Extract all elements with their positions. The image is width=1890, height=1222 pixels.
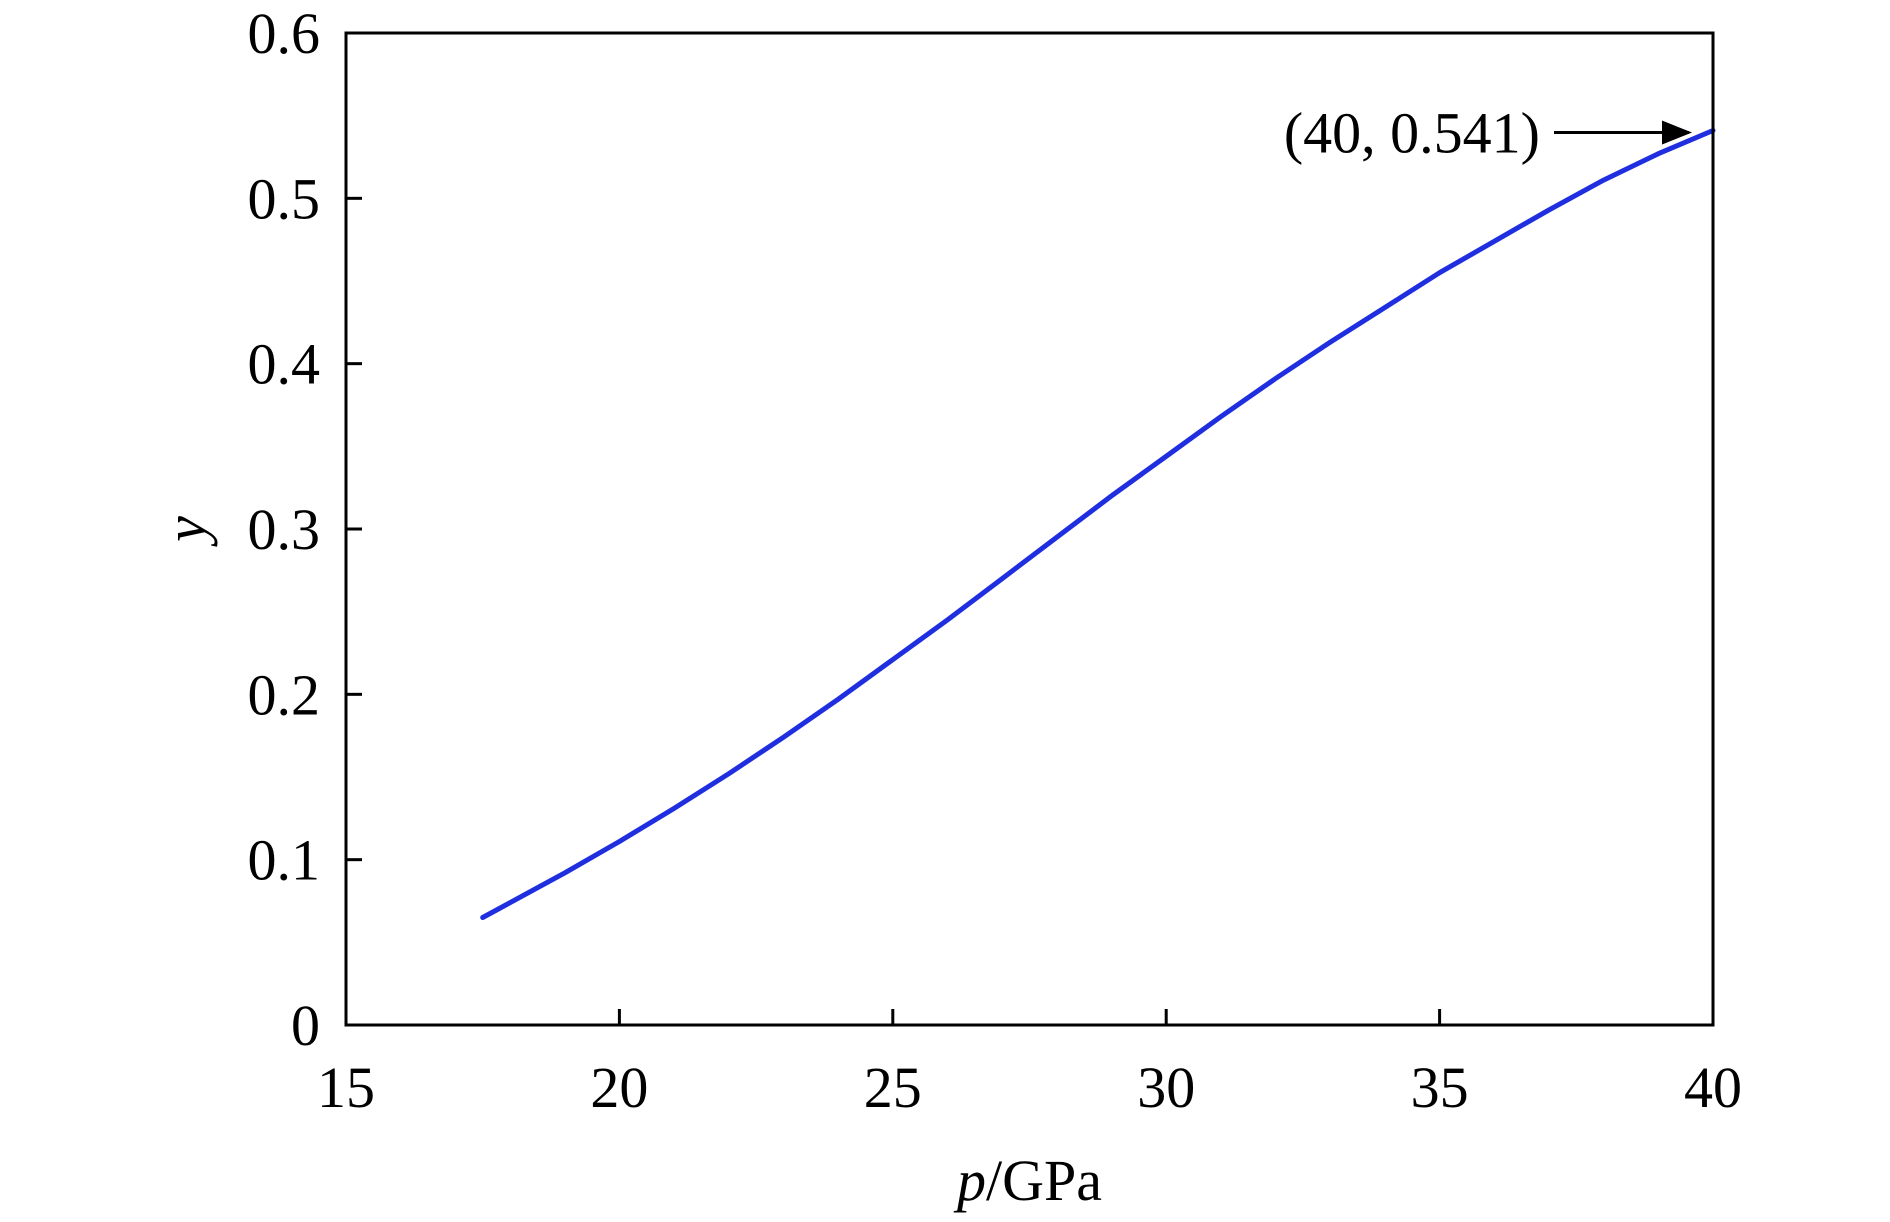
annotation-layer: (40, 0.541) bbox=[1284, 101, 1692, 166]
x-tick-label: 15 bbox=[317, 1055, 375, 1120]
x-axis-label: p/GPa bbox=[953, 1148, 1102, 1213]
x-tick-label: 35 bbox=[1411, 1055, 1469, 1120]
y-tick-label: 0.4 bbox=[248, 332, 321, 397]
y-tick-labels: 0 0.1 0.2 0.3 0.4 0.5 0.6 bbox=[248, 1, 321, 1058]
x-axis-unit: /GPa bbox=[986, 1148, 1102, 1213]
x-tick-label: 25 bbox=[864, 1055, 922, 1120]
y-tick-label: 0.3 bbox=[248, 497, 321, 562]
y-tick-label: 0.6 bbox=[248, 1, 321, 66]
y-tick-label: 0 bbox=[291, 993, 320, 1058]
y-tick-label: 0.5 bbox=[248, 166, 321, 231]
x-axis-variable: p bbox=[953, 1148, 986, 1213]
y-axis-label: y bbox=[153, 516, 218, 547]
x-tick-label: 40 bbox=[1684, 1055, 1742, 1120]
y-tick-label: 0.1 bbox=[248, 828, 321, 893]
point-annotation: (40, 0.541) bbox=[1284, 101, 1540, 166]
series-layer bbox=[480, 128, 1716, 920]
ticks-layer bbox=[346, 196, 1442, 1025]
y-tick-label: 0.2 bbox=[248, 662, 321, 727]
x-tick-label: 20 bbox=[590, 1055, 648, 1120]
series-line bbox=[480, 128, 1716, 920]
x-tick-labels: 15 20 25 30 35 40 bbox=[317, 1055, 1742, 1120]
plot-frame bbox=[344, 31, 1715, 1027]
x-tick-label: 30 bbox=[1137, 1055, 1195, 1120]
